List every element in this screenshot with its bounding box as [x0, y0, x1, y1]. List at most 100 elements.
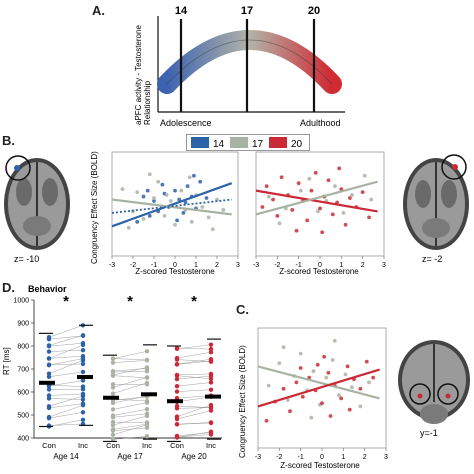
- b-left-fit-line-dotted: [111, 198, 232, 214]
- c-point-20: [364, 359, 369, 364]
- b-right-point-20: [347, 196, 352, 200]
- behavior-point-inc: [208, 387, 214, 392]
- behavior-point-con: [46, 387, 52, 392]
- b-right-x-tick-label: -1: [296, 262, 302, 269]
- c-point-20: [300, 394, 305, 399]
- b-left-point-17: [141, 216, 146, 221]
- behavior-subject-line: [112, 370, 148, 373]
- b-right-point-20: [264, 184, 269, 189]
- behavior-point-inc: [208, 430, 214, 435]
- roi-circle-right: [441, 154, 467, 180]
- behavior-subject-line: [112, 423, 148, 430]
- behavior-point-con: [174, 389, 180, 394]
- panel-a-ylabel-line2: Relationship: [143, 80, 152, 125]
- b-right-point-17: [350, 193, 354, 197]
- b-right-x-tick-label: -3: [253, 262, 259, 269]
- b-left-point-14: [173, 188, 177, 193]
- behavior-mean-con: [103, 395, 119, 400]
- behavior-y-tick-label: 900: [17, 321, 29, 328]
- behavior-point-con: [174, 357, 180, 362]
- behavior-subject-line: [176, 410, 212, 420]
- behavior-point-con: [46, 335, 52, 340]
- b-right-point-20: [296, 181, 301, 186]
- behavior-point-inc: [144, 366, 150, 371]
- b-left-point-17: [179, 188, 184, 193]
- behavior-point-con: [174, 376, 180, 382]
- b-left-point-17: [173, 222, 177, 227]
- b-right-point-17: [266, 194, 271, 199]
- behavior-subject-line: [112, 360, 148, 363]
- b-left-point-14: [198, 179, 203, 184]
- c-x-tick-label: -3: [255, 454, 261, 461]
- b-right-point-20: [260, 205, 265, 209]
- behavior-con-label: Con: [42, 441, 56, 450]
- b-right-xlabel: Z-scored Testosterone: [279, 267, 359, 276]
- behavior-y-tick-label: 600: [17, 390, 29, 397]
- behavior-subject-line: [176, 359, 212, 362]
- behavior-subject-line: [112, 395, 148, 404]
- panel-label-b: B.: [2, 133, 15, 148]
- behavior-inc-label: Inc: [142, 441, 152, 450]
- behavior-subject-line: [176, 375, 212, 380]
- behavior-point-inc: [144, 398, 150, 404]
- behavior-subject-line: [176, 407, 212, 409]
- behavior-subject-line: [48, 358, 84, 366]
- c-point-20: [358, 386, 363, 391]
- brain-label-coronal: y=-1: [420, 428, 438, 438]
- behavior-title: Behavior: [28, 284, 67, 294]
- behavior-chart: Behavior RT [ms] 400 500 600 700 800 900 1000 *…: [2, 284, 222, 461]
- b-left-point-14: [135, 219, 140, 224]
- behavior-point-inc: [144, 349, 150, 354]
- b-left-point-14: [147, 213, 152, 218]
- behavior-subject-line: [176, 404, 212, 417]
- behavior-point-inc: [144, 411, 150, 416]
- panel-a-chart: 14 17 20 aPFC activity - Testosterone Re…: [134, 5, 345, 128]
- b-right-x-tick-label: -2: [274, 262, 280, 269]
- b-right-x-tick-label: 1: [339, 262, 343, 269]
- b-left-point-17: [164, 193, 169, 197]
- behavior-subject-line: [112, 368, 148, 372]
- behavior-subject-line: [48, 349, 84, 352]
- behavior-subject-line: [48, 325, 84, 338]
- b-left-point-17: [221, 208, 226, 212]
- scatter-b-left: Congruency Effect Size (BOLD) -3 -2 -1 0 1 2 3…: [90, 151, 240, 276]
- behavior-subject-line: [176, 344, 212, 350]
- behavior-subject-line: [48, 412, 84, 419]
- behavior-point-con: [174, 414, 180, 419]
- behavior-subject-line: [176, 405, 212, 408]
- c-point-17: [358, 404, 363, 409]
- behavior-point-con: [110, 382, 116, 387]
- behavior-subject-line: [176, 358, 212, 365]
- b-right-x-tick-label: 3: [382, 262, 386, 269]
- behavior-point-inc: [144, 357, 150, 363]
- behavior-point-inc: [144, 407, 150, 412]
- behavior-point-inc: [80, 401, 86, 406]
- behavior-point-con: [110, 356, 116, 361]
- c-point-17: [330, 358, 335, 362]
- b-right-point-17: [315, 209, 320, 214]
- c-point-17: [266, 383, 271, 388]
- behavior-point-inc: [208, 376, 214, 382]
- behavior-subject-line: [112, 424, 148, 436]
- behavior-subject-line: [176, 351, 212, 359]
- c-point-17: [343, 372, 348, 377]
- behavior-subject-line: [176, 431, 212, 438]
- b-right-point-20: [337, 166, 342, 171]
- behavior-point-inc: [208, 380, 214, 385]
- behavior-subject-line: [112, 415, 148, 426]
- behavior-subject-line: [48, 360, 84, 374]
- panel-label-a: A.: [92, 3, 105, 18]
- behavior-ylabel: RT [ms]: [2, 347, 11, 375]
- c-point-17: [332, 338, 337, 343]
- b-right-point-20: [326, 178, 331, 183]
- b-left-x-tick-label: 0: [173, 262, 177, 269]
- behavior-subject-line: [48, 384, 84, 387]
- behavior-subject-line: [48, 398, 84, 400]
- behavior-subject-line: [112, 402, 148, 410]
- b-left-point-17: [206, 215, 211, 220]
- behavior-point-con: [174, 433, 180, 439]
- behavior-subject-line: [112, 351, 148, 359]
- b-left-plot: -3 -2 -1 0 1 2 3: [109, 151, 240, 269]
- behavior-y-tick-label: 500: [17, 413, 29, 420]
- behavior-subject-line: [48, 344, 84, 359]
